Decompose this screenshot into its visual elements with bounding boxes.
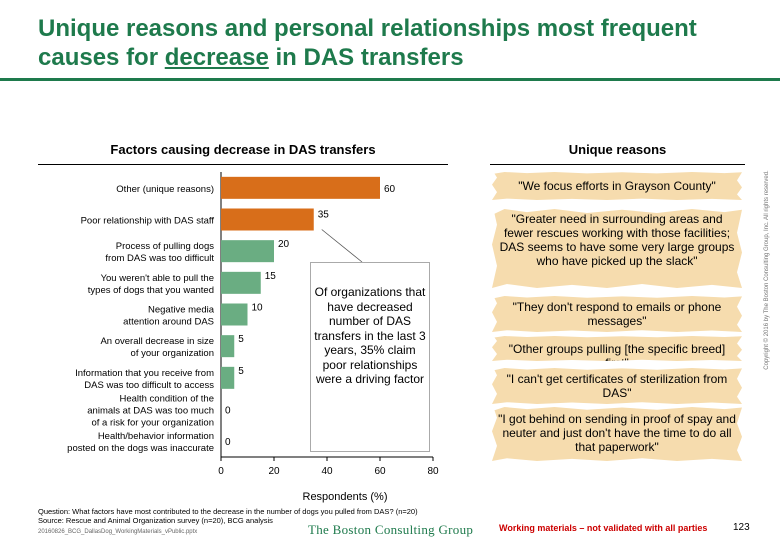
page-number: 123 (733, 522, 750, 533)
category-label-line: Health/behavior information (98, 431, 214, 442)
category-label: Information that you receive from DAS was… (75, 368, 214, 391)
x-tick-label: 40 (321, 466, 333, 477)
bar (221, 303, 248, 326)
x-tick-label: 0 (218, 466, 224, 477)
category-label-line: posted on the dogs was inaccurate (67, 443, 214, 454)
quote-3: "They don't respond to emails or phone m… (492, 296, 742, 332)
category-label: Process of pulling dogs from DAS was too … (105, 241, 214, 264)
category-label: Health/behavior information posted on the… (67, 431, 214, 454)
footnote-source: Source: Rescue and Animal Organization s… (38, 516, 273, 525)
footnote: Question: What factors have most contrib… (38, 507, 418, 525)
category-label-line: Poor relationship with DAS staff (81, 216, 215, 227)
callout-pointer (321, 229, 363, 263)
category-label: Negative media attention around DAS (123, 305, 215, 328)
category-label: You weren't able to pull the types of dog… (88, 273, 214, 296)
copyright-notice: Copyright © 2016 by The Boston Consultin… (764, 170, 770, 370)
x-tick-label: 80 (427, 466, 439, 477)
data-label: 60 (384, 184, 396, 195)
x-axis-label: Respondents (%) (303, 491, 388, 503)
category-label-line: attention around DAS (123, 317, 214, 328)
file-name: 20160826_BCG_DallasDog_WorkingMaterials_… (38, 529, 198, 535)
footnote-question: Question: What factors have most contrib… (38, 507, 418, 516)
data-label: 20 (278, 239, 290, 250)
category-label-line: animals at DAS was too much (87, 406, 214, 417)
category-label-line: Other (unique reasons) (116, 184, 214, 195)
category-label-line: Health condition of the (119, 394, 214, 405)
chart-title-divider (38, 164, 448, 165)
category-label-line: of a risk for your organization (91, 418, 214, 429)
bar (221, 240, 274, 263)
category-label-line: Information that you receive from (75, 368, 214, 379)
bar (221, 335, 235, 358)
quote-2: "Greater need in surrounding areas and f… (492, 209, 742, 288)
category-label-line: Process of pulling dogs (116, 241, 214, 252)
category-label: Health condition of the animals at DAS wa… (87, 394, 214, 429)
category-label-line: from DAS was too difficult (105, 253, 214, 264)
quote-1: "We focus efforts in Grayson County" (492, 172, 742, 200)
callout-box: Of organizations that have decreased num… (310, 262, 430, 452)
category-label: Other (unique reasons) (116, 184, 214, 195)
bar (221, 366, 235, 389)
working-materials-note: Working materials – not validated with a… (499, 523, 708, 533)
category-label-line: Negative media (148, 305, 215, 316)
title-part-1: Unique reasons and personal relationship… (38, 15, 697, 71)
data-label: 5 (238, 334, 244, 345)
category-label: An overall decrease in size of your organ… (100, 336, 214, 359)
unique-reasons-divider (490, 164, 745, 165)
category-label: Poor relationship with DAS staff (81, 216, 215, 227)
chart-title: Factors causing decrease in DAS transfer… (110, 142, 376, 157)
unique-reasons-title: Unique reasons (568, 142, 667, 157)
slide-title: Unique reasons and personal relationship… (38, 14, 758, 72)
data-label: 10 (252, 303, 264, 314)
bar (221, 176, 380, 199)
data-label: 0 (225, 437, 231, 448)
quote-6: "I got behind on sending in proof of spa… (492, 407, 742, 461)
bar (221, 271, 261, 294)
category-label-line: types of dogs that you wanted (88, 285, 214, 296)
title-emphasis: decrease (164, 44, 269, 71)
quote-5: "I can't get certificates of sterilizati… (492, 368, 742, 404)
title-divider (0, 78, 780, 81)
data-label: 5 (238, 366, 244, 377)
quote-4: "Other groups pulling [the specific bree… (492, 336, 742, 361)
data-label: 35 (318, 210, 330, 221)
data-label: 0 (225, 406, 231, 417)
bcg-logo: The Boston Consulting Group (308, 522, 474, 537)
category-label-line: An overall decrease in size (100, 336, 214, 347)
data-label: 15 (265, 271, 277, 282)
bar (221, 208, 314, 231)
category-label-line: DAS was too difficult to access (84, 380, 214, 391)
category-label-line: of your organization (131, 348, 214, 359)
category-label-line: You weren't able to pull the (101, 273, 214, 284)
title-part-2: in DAS transfers (268, 44, 464, 71)
x-tick-label: 20 (268, 466, 280, 477)
x-tick-label: 60 (374, 466, 386, 477)
